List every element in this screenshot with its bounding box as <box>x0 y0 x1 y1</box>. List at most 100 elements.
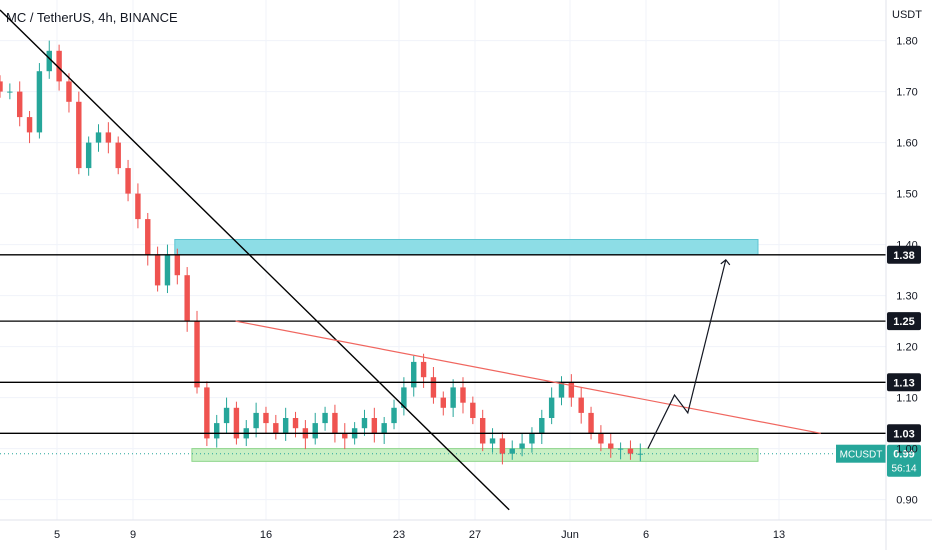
candle-body <box>184 275 190 322</box>
candle-body <box>558 382 565 398</box>
x-tick-label: Jun <box>561 529 579 541</box>
zones <box>174 239 759 462</box>
candle-body <box>411 361 417 388</box>
zone-resistance <box>174 239 759 256</box>
candle-body <box>568 382 575 398</box>
projection-path <box>647 259 727 449</box>
zone-support <box>191 448 759 462</box>
y-tick-label: 1.70 <box>896 87 917 99</box>
drawings <box>0 9 821 511</box>
candle-body <box>312 423 318 439</box>
candle-body <box>263 412 269 424</box>
level-label-box <box>887 245 921 264</box>
y-tick-label: 1.20 <box>896 342 917 354</box>
channel-trendline <box>235 320 821 434</box>
y-tick-label: 1.50 <box>896 189 917 201</box>
candle-body <box>627 448 634 454</box>
candle-body <box>420 361 427 378</box>
candle-body <box>499 438 506 454</box>
symbol-tag-label: MCUSDT <box>840 450 883 461</box>
candle-body <box>273 423 279 434</box>
level-label-box <box>887 424 921 443</box>
candle-body <box>154 254 161 286</box>
candle-body <box>529 433 535 444</box>
candle-body <box>7 91 13 93</box>
candle-body <box>66 81 72 102</box>
x-tick-label: 6 <box>643 529 649 541</box>
bar-countdown: 56:14 <box>891 464 916 475</box>
candle-body <box>105 132 112 143</box>
level-label: 1.38 <box>893 250 914 262</box>
symbol-tag <box>836 444 886 463</box>
candle-body <box>381 423 387 434</box>
y-tick-label: 1.60 <box>896 138 917 150</box>
candle-body <box>253 412 259 429</box>
candle-body <box>332 412 338 434</box>
candle-body <box>233 407 240 439</box>
candle-body <box>0 81 3 92</box>
candle-body <box>391 407 397 424</box>
x-tick-label: 16 <box>260 529 272 541</box>
candle-body <box>135 193 141 220</box>
candle-body <box>479 418 486 444</box>
candle-body <box>548 397 555 418</box>
candle-body <box>440 397 446 408</box>
candle-body <box>361 418 368 429</box>
price-axis: 1.80 1.70 1.60 1.50 1.40 1.30 1.20 1.10 1.00 0.90… <box>885 0 922 550</box>
candle-body <box>322 412 328 424</box>
candle-body <box>608 443 614 449</box>
candle-body <box>292 418 299 429</box>
last-price-value: 0.99 <box>893 449 914 461</box>
candle-body <box>342 433 348 439</box>
chart-title: MC / TetherUS, 4h, BINANCE <box>6 10 178 25</box>
candle-body <box>223 407 230 424</box>
time-axis: 5 9 16 23 27 Jun 6 13 <box>0 519 932 541</box>
x-tick-label: 13 <box>773 529 785 541</box>
candle-body <box>85 142 92 169</box>
x-tick-label: 5 <box>54 529 60 541</box>
candle-body <box>164 254 171 286</box>
candle-body <box>470 402 476 418</box>
last-price-box <box>887 444 921 477</box>
candle-body <box>450 387 456 408</box>
level-label: 1.13 <box>893 377 914 389</box>
y-axis-unit: USDT <box>892 9 922 21</box>
candle-body <box>539 418 545 434</box>
y-tick-label: 1.80 <box>896 36 917 48</box>
level-label-box <box>887 312 921 331</box>
candle-body <box>617 448 624 450</box>
x-tick-label: 23 <box>393 529 405 541</box>
level-label: 1.25 <box>893 316 914 328</box>
candle-body <box>430 377 437 398</box>
candle-body <box>95 132 102 143</box>
y-tick-label: 1.30 <box>896 291 917 303</box>
candle-body <box>588 412 594 434</box>
candle-body <box>36 71 43 133</box>
candle-body <box>194 321 200 388</box>
candle-body <box>460 387 466 403</box>
candle-body <box>578 397 584 413</box>
x-tick-label: 9 <box>130 529 136 541</box>
candle-body <box>489 438 496 444</box>
candle-body <box>401 387 407 408</box>
candle-body <box>76 101 82 169</box>
descending-trendline <box>0 9 510 511</box>
candle-body <box>46 50 52 72</box>
candles <box>0 40 644 465</box>
y-tick-label: 0.90 <box>896 495 917 507</box>
candle-body <box>598 433 604 444</box>
levels: 1.38 1.25 1.13 1.03 MCUSDT 0.99 56:14 <box>0 245 921 477</box>
candle-body <box>371 418 378 434</box>
candle-body <box>16 91 23 118</box>
y-tick-label: 1.00 <box>896 444 917 456</box>
candle-body <box>174 254 181 276</box>
level-label-box <box>887 373 921 392</box>
candle-body <box>56 50 62 82</box>
grid <box>0 0 886 520</box>
candle-body <box>519 443 525 449</box>
y-tick-label: 1.40 <box>896 240 917 252</box>
x-tick-label: 27 <box>469 529 481 541</box>
candle-body <box>204 387 210 439</box>
y-tick-label: 1.10 <box>896 393 917 405</box>
